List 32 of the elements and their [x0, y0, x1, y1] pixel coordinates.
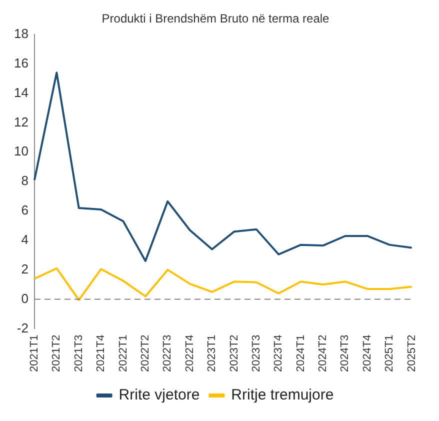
x-tick-label: 2021T4	[95, 334, 108, 372]
y-tick-label: 10	[14, 144, 28, 159]
legend-label: Rritje tremujore	[231, 386, 334, 404]
x-tick-label: 2022T2	[139, 334, 152, 372]
y-tick-label: 6	[21, 202, 28, 218]
x-tick-label: 2023T4	[272, 334, 285, 372]
x-tick-label: 2023T2	[228, 334, 240, 372]
x-tick-label: 2021T2	[50, 334, 63, 372]
y-tick-label: 14	[14, 84, 28, 100]
x-tick-label: 2024T3	[339, 334, 352, 372]
x-tick-label: 2025T1	[384, 334, 396, 372]
x-tick-label: 2022T1	[117, 334, 130, 372]
y-tick-label: 18	[14, 26, 28, 41]
x-tick-label: 2024T4	[361, 334, 374, 372]
x-tick-label: 2023T1	[206, 334, 218, 372]
x-tick-label: 2024T1	[294, 334, 307, 372]
x-tick-label: 2023T3	[250, 334, 262, 372]
chart-title: Produkti i Brendshëm Bruto në terma reale	[102, 12, 330, 26]
x-tick-label: 2024T2	[317, 334, 330, 372]
y-tick-label: 8	[21, 173, 28, 188]
x-tick-label: 2021T1	[28, 334, 40, 372]
y-tick-label: 2	[21, 261, 28, 276]
y-tick-label: 4	[21, 232, 28, 247]
y-tick-label: 0	[21, 290, 28, 306]
y-tick-label: -2	[16, 320, 28, 336]
x-tick-label: 2021T3	[72, 334, 85, 372]
y-tick-label: 16	[14, 55, 28, 70]
x-tick-label: 2025T2	[406, 334, 418, 372]
legend-label: Rrite vjetore	[118, 386, 200, 404]
x-tick-label: 2022T3	[162, 334, 174, 372]
x-tick-label: 2022T4	[184, 334, 196, 372]
y-tick-label: 12	[14, 114, 28, 130]
